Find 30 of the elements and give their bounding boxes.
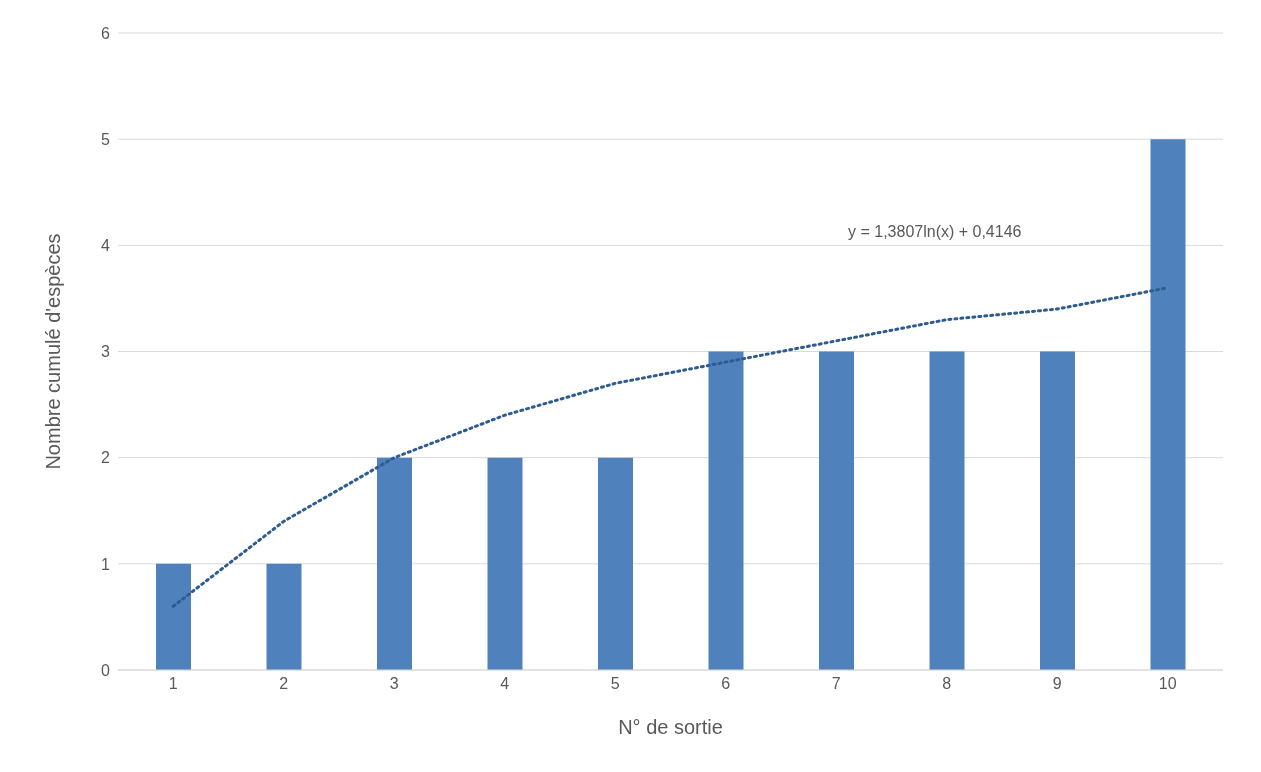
y-tick-label: 6 bbox=[101, 24, 111, 42]
y-tick-label: 3 bbox=[101, 343, 111, 361]
bar bbox=[156, 563, 191, 670]
bar bbox=[487, 457, 523, 670]
x-axis-title: N° de sortie bbox=[618, 716, 723, 739]
x-tick-label: 1 bbox=[168, 675, 178, 693]
x-tick-label: 9 bbox=[1052, 675, 1062, 693]
y-tick-label: 0 bbox=[101, 661, 111, 679]
y-tick-label: 1 bbox=[101, 555, 111, 573]
y-tick-label: 2 bbox=[101, 449, 111, 467]
x-tick-label: 8 bbox=[942, 675, 952, 693]
bar bbox=[929, 351, 965, 670]
y-tick-label: 4 bbox=[101, 237, 111, 255]
x-tick-label: 6 bbox=[721, 675, 731, 693]
bar bbox=[819, 351, 854, 670]
x-tick-label: 3 bbox=[389, 675, 399, 693]
x-tick-label: 5 bbox=[610, 675, 620, 693]
bar bbox=[708, 351, 744, 670]
bar bbox=[266, 563, 302, 670]
y-tick-label: 5 bbox=[101, 130, 111, 148]
bar bbox=[1040, 351, 1075, 670]
x-tick-label: 4 bbox=[500, 675, 510, 693]
bar bbox=[377, 457, 412, 670]
annotation: y = 1,3807ln(x) + 0,4146 bbox=[848, 223, 1022, 241]
x-tick-label: 7 bbox=[831, 675, 841, 693]
x-tick-label: 10 bbox=[1158, 675, 1177, 693]
bar bbox=[598, 457, 633, 670]
y-axis-title: Nombre cumulé d'espèces bbox=[42, 233, 65, 470]
bar bbox=[1150, 139, 1186, 670]
x-tick-label: 2 bbox=[279, 675, 289, 693]
